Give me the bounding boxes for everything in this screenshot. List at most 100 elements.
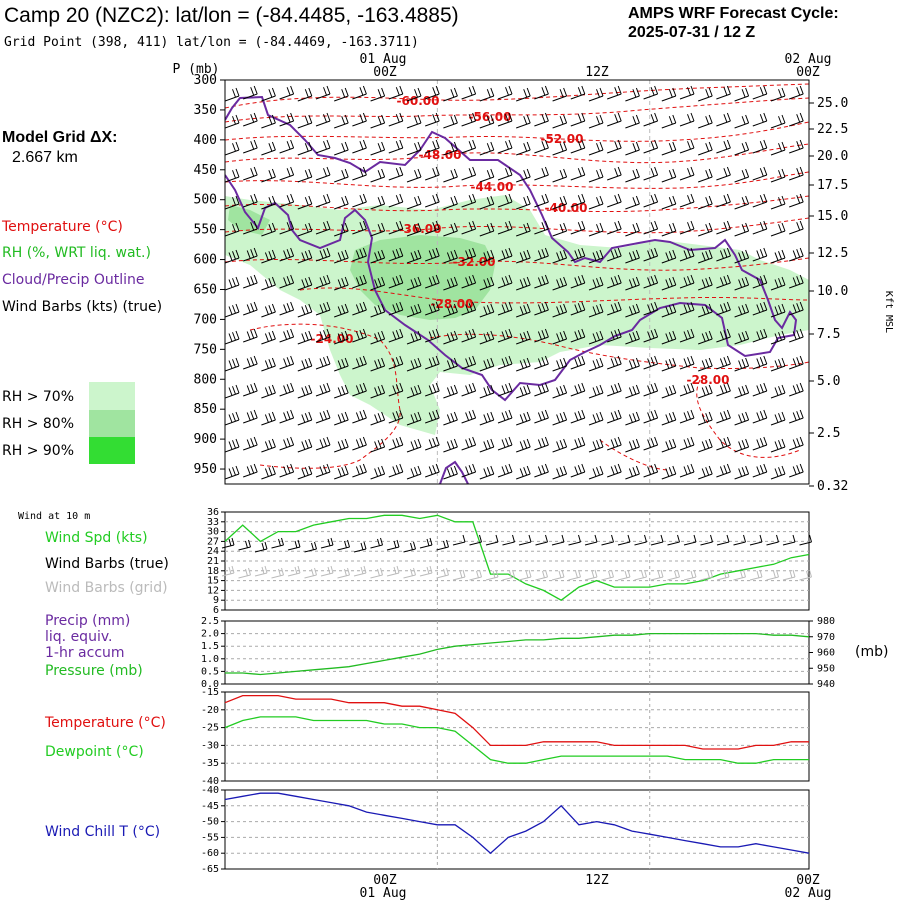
wind-barb-shaft bbox=[279, 93, 294, 100]
wind-barb-flag bbox=[453, 276, 458, 286]
wind-barb-shaft bbox=[734, 176, 749, 183]
wind-barb-flag bbox=[708, 114, 713, 124]
wind-barb-icon bbox=[698, 438, 713, 453]
wind-barb-flag bbox=[726, 112, 731, 122]
wind-barb-shaft bbox=[297, 122, 312, 129]
wind-barb-icon bbox=[752, 301, 768, 316]
wind-barb-flag bbox=[395, 195, 400, 204]
wind-barb-icon bbox=[789, 382, 804, 397]
wind-barb-flag bbox=[362, 436, 367, 446]
wind-barb-flag bbox=[323, 168, 327, 177]
wind-barb-flag bbox=[362, 355, 367, 365]
wind-barb-shaft bbox=[297, 176, 312, 183]
wind-barb-icon bbox=[661, 168, 677, 183]
wind-barb-flag bbox=[250, 303, 255, 312]
wind-barb-flag bbox=[417, 465, 422, 475]
wind-barb-flag bbox=[759, 276, 764, 285]
wind-barb-flag bbox=[778, 116, 782, 125]
wind-barb-flag bbox=[450, 197, 455, 206]
wind-barb-icon bbox=[352, 166, 367, 181]
wind-barb-flag bbox=[450, 413, 455, 422]
wind-barb-flag bbox=[290, 436, 295, 446]
wind-barb-flag bbox=[246, 439, 251, 448]
wind-barb-icon bbox=[315, 139, 331, 154]
wind-barb-flag bbox=[668, 197, 673, 206]
wind-barb-shaft bbox=[535, 576, 548, 581]
pressure-tick-label: 350 bbox=[194, 103, 217, 118]
wind-barb-flag bbox=[545, 569, 548, 578]
wind-barb-flag bbox=[778, 278, 782, 287]
wind-barb-flag bbox=[705, 386, 710, 395]
wind-barb-icon bbox=[552, 384, 568, 399]
wind-barb-icon bbox=[461, 328, 477, 343]
wind-barb-icon bbox=[770, 438, 786, 453]
wind-barb-flag bbox=[719, 277, 724, 286]
wind-barb-icon bbox=[534, 220, 549, 235]
wind-barb-icon bbox=[297, 114, 313, 129]
wind-barb-icon bbox=[388, 328, 404, 343]
wind-barb-icon bbox=[388, 139, 404, 154]
wind-barb-flag bbox=[410, 252, 415, 261]
wind-barb-flag bbox=[635, 465, 640, 475]
rh80-swatch bbox=[89, 410, 135, 437]
wind-barb-flag bbox=[544, 247, 549, 257]
wind-barb-icon bbox=[698, 357, 713, 372]
wind-barb-flag bbox=[738, 468, 743, 477]
wind-barb-icon bbox=[679, 112, 695, 127]
wind-barb-flag bbox=[526, 168, 531, 178]
wind-barb-flag bbox=[596, 332, 600, 341]
wind-barb-icon bbox=[243, 112, 258, 127]
wind-barb-flag bbox=[687, 384, 691, 393]
wind-barb-flag bbox=[723, 330, 728, 339]
wind-barb-icon bbox=[661, 195, 677, 210]
wind-barb-flag bbox=[319, 250, 324, 259]
wind-barb-shaft bbox=[789, 147, 804, 154]
wind-barb-shaft bbox=[625, 203, 640, 210]
wind-barb-flag bbox=[414, 440, 418, 449]
wind-barb-shaft bbox=[297, 203, 312, 210]
wind-barb-flag bbox=[690, 112, 695, 122]
wind-barb-flag bbox=[297, 565, 301, 574]
wind-barb-flag bbox=[581, 139, 586, 149]
wind-barb-grid-icon bbox=[584, 569, 598, 581]
wind-barb-flag bbox=[592, 387, 597, 396]
wind-barb-flag bbox=[592, 360, 597, 369]
wind-barb-shaft bbox=[479, 95, 494, 102]
wind-barb-flag bbox=[410, 306, 415, 315]
wind-barb-flag bbox=[690, 166, 695, 176]
wind-barb-flag bbox=[519, 414, 524, 423]
wind-barb-shaft bbox=[352, 147, 367, 154]
wind-barb-flag bbox=[614, 141, 619, 150]
wind-barb-flag bbox=[446, 252, 451, 261]
wind-barb-flag bbox=[472, 301, 477, 311]
pressure-tick-label: 550 bbox=[194, 223, 217, 238]
wind-barb-shaft bbox=[617, 576, 631, 581]
wind-barb-flag bbox=[308, 249, 313, 259]
wind-barb-flag bbox=[417, 87, 422, 97]
wind-barb-flag bbox=[286, 87, 291, 96]
wind-barb-flag bbox=[756, 277, 761, 286]
wind-barb-shaft bbox=[443, 230, 458, 237]
wind-barb-icon bbox=[406, 330, 422, 345]
wind-barb-flag bbox=[796, 195, 801, 204]
wind-barb-flag bbox=[701, 306, 706, 315]
wind-barb-icon bbox=[570, 85, 586, 100]
wind-barb-flag bbox=[726, 166, 731, 176]
wind-barb-flag bbox=[417, 384, 422, 394]
wind-barb-icon bbox=[679, 193, 695, 208]
wind-barb-shaft bbox=[552, 176, 567, 183]
wind-barb-icon bbox=[279, 85, 295, 100]
wind-barb-flag bbox=[544, 85, 549, 95]
wind-barb-flag bbox=[250, 384, 255, 393]
wind-barb-icon bbox=[479, 465, 495, 480]
wind-barb-flag bbox=[414, 278, 418, 287]
wind-barb-flag bbox=[483, 441, 488, 450]
wind-barb-flag bbox=[417, 249, 422, 259]
wind-barb-flag bbox=[483, 252, 488, 261]
wind-barb-flag bbox=[614, 330, 619, 339]
wind-barb-flag bbox=[490, 141, 495, 151]
wind-barb-flag bbox=[264, 565, 268, 574]
wind-barb-flag bbox=[628, 252, 633, 261]
wind-barb-icon bbox=[625, 249, 640, 264]
wind-barb-flag bbox=[446, 306, 451, 315]
